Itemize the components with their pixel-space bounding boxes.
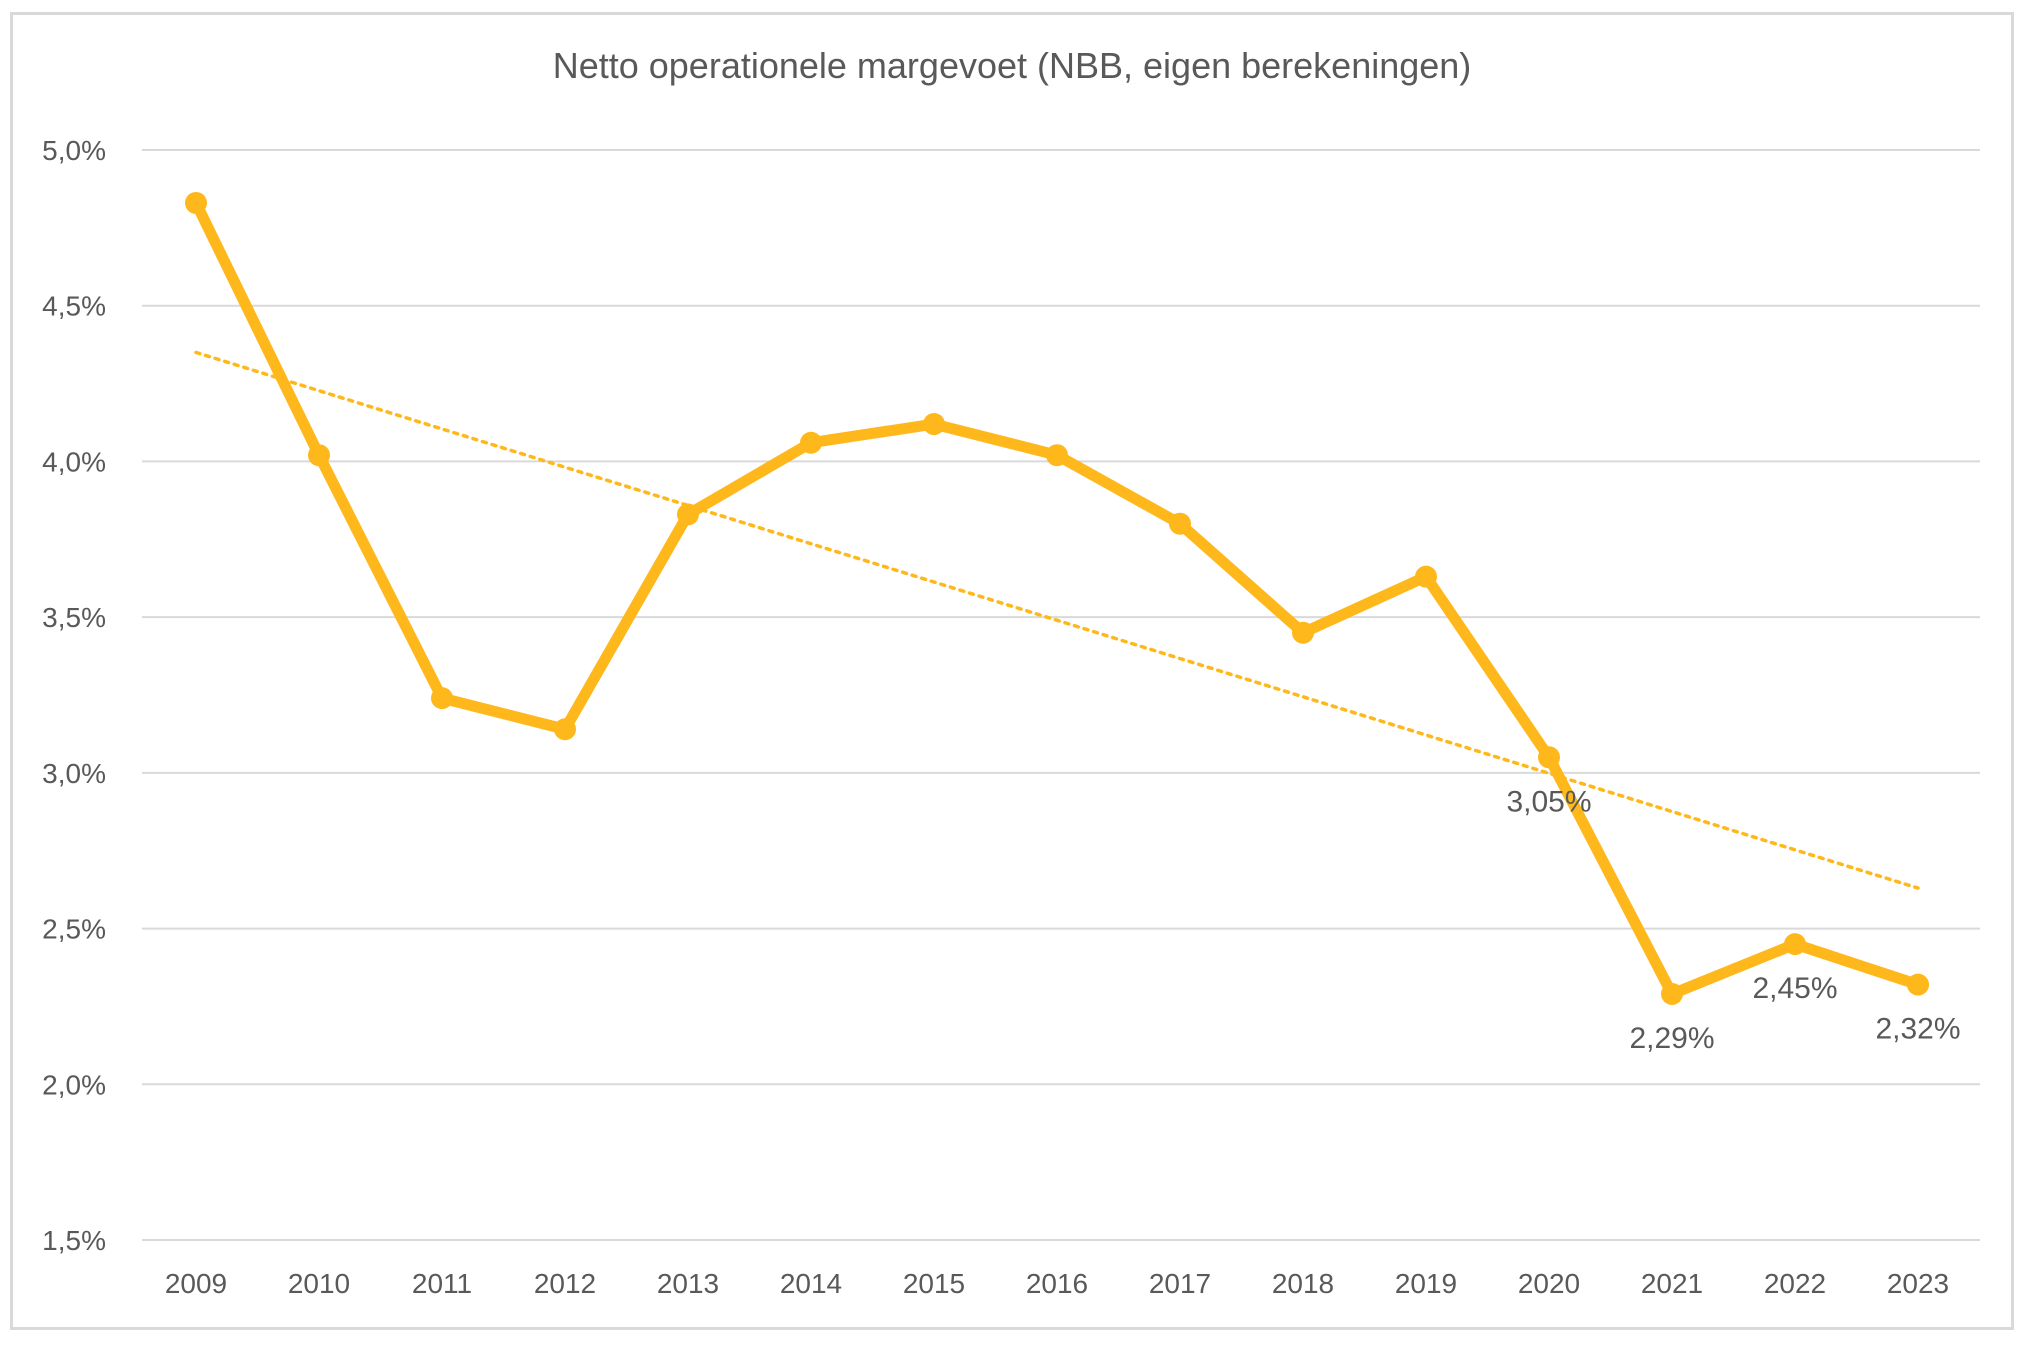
data-point bbox=[1169, 512, 1191, 535]
data-point bbox=[1661, 982, 1683, 1005]
chart-title: Netto operationele margevoet (NBB, eigen… bbox=[553, 45, 1472, 86]
x-tick-label: 2014 bbox=[780, 1268, 842, 1299]
data-label: 2,45% bbox=[1752, 972, 1837, 1005]
data-point bbox=[1415, 565, 1437, 588]
x-tick-label: 2009 bbox=[165, 1268, 227, 1299]
y-tick-label: 4,0% bbox=[42, 446, 106, 477]
x-axis-ticks: 2009 2010 2011 2012 2013 2014 2015 2016 2017 2018… bbox=[165, 1268, 1949, 1299]
data-point bbox=[431, 687, 453, 710]
series-line bbox=[190, 197, 1924, 1000]
data-point bbox=[800, 431, 822, 454]
data-point bbox=[923, 413, 945, 436]
x-tick-label: 2015 bbox=[903, 1268, 965, 1299]
trendline bbox=[194, 350, 1920, 890]
data-point bbox=[1292, 621, 1314, 644]
x-tick-label: 2017 bbox=[1149, 1268, 1211, 1299]
y-tick-label: 5,0% bbox=[42, 135, 106, 166]
gridlines bbox=[142, 149, 1980, 1241]
x-tick-label: 2012 bbox=[534, 1268, 596, 1299]
data-point bbox=[554, 718, 576, 741]
x-tick-label: 2018 bbox=[1272, 1268, 1334, 1299]
data-point bbox=[1046, 444, 1068, 467]
y-tick-label: 2,0% bbox=[42, 1069, 106, 1100]
y-tick-label: 4,5% bbox=[42, 291, 106, 322]
data-point bbox=[308, 444, 330, 467]
data-label: 2,29% bbox=[1629, 1022, 1714, 1055]
y-tick-label: 2,5% bbox=[42, 914, 106, 945]
x-tick-label: 2010 bbox=[288, 1268, 350, 1299]
x-tick-label: 2011 bbox=[412, 1268, 472, 1299]
y-tick-label: 1,5% bbox=[42, 1225, 106, 1256]
data-point bbox=[185, 191, 207, 214]
x-tick-label: 2021 bbox=[1641, 1268, 1703, 1299]
data-point bbox=[1907, 973, 1929, 996]
data-points bbox=[185, 191, 1929, 1005]
data-point bbox=[677, 503, 699, 526]
x-tick-label: 2013 bbox=[657, 1268, 719, 1299]
trendline-layer bbox=[194, 350, 1920, 890]
y-tick-label: 3,5% bbox=[42, 602, 106, 633]
data-point bbox=[1538, 746, 1560, 769]
y-tick-label: 3,0% bbox=[42, 758, 106, 789]
x-tick-label: 2016 bbox=[1026, 1268, 1088, 1299]
data-labels: 3,05% 2,29% 2,45% 2,32% bbox=[1506, 785, 1960, 1055]
series-line-layer bbox=[190, 197, 1924, 1000]
x-tick-label: 2023 bbox=[1887, 1268, 1949, 1299]
x-tick-label: 2022 bbox=[1764, 1268, 1826, 1299]
x-tick-label: 2019 bbox=[1395, 1268, 1457, 1299]
chart-frame bbox=[10, 12, 2014, 1330]
data-label: 3,05% bbox=[1506, 785, 1591, 818]
y-axis-ticks: 5,0% 4,5% 4,0% 3,5% 3,0% 2,5% 2,0% 1,5% bbox=[42, 135, 106, 1256]
data-point bbox=[1784, 933, 1806, 956]
data-label: 2,32% bbox=[1875, 1013, 1960, 1046]
x-tick-label: 2020 bbox=[1518, 1268, 1580, 1299]
